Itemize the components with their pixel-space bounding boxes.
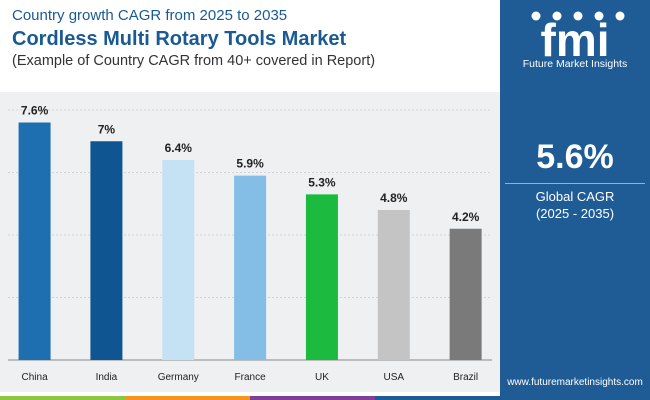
bar-chart: 7.6% China 7% India 6.4% Germany 5.9% France 5.3… bbox=[8, 104, 492, 383]
header: Country growth CAGR from 2025 to 2035 Co… bbox=[12, 6, 375, 71]
bar-india bbox=[90, 141, 123, 360]
data-label: 4.8% bbox=[380, 191, 408, 205]
bar-usa bbox=[377, 210, 410, 360]
footer-segment bbox=[0, 396, 125, 400]
data-label: 4.2% bbox=[452, 210, 480, 224]
footer-segment bbox=[250, 396, 375, 400]
data-label: 5.3% bbox=[308, 175, 336, 189]
chart-title: Cordless Multi Rotary Tools Market bbox=[12, 28, 347, 50]
data-label: 7.6% bbox=[21, 104, 49, 118]
x-tick-label: India bbox=[96, 372, 118, 383]
divider bbox=[505, 183, 645, 184]
fmi-logo: fmi bbox=[531, 11, 625, 66]
website-link[interactable]: www.futuremarketinsights.com bbox=[507, 377, 643, 388]
bar-brazil bbox=[449, 228, 482, 360]
bar-uk bbox=[305, 194, 338, 360]
x-tick-label: USA bbox=[384, 372, 405, 383]
x-tick-label: UK bbox=[315, 372, 329, 383]
x-tick-label: Germany bbox=[158, 372, 199, 383]
logo-caption: Future Market Insights bbox=[522, 58, 628, 70]
global-cagr-period: (2025 - 2035) bbox=[535, 206, 615, 221]
chart-area: 7.6% China 7% India 6.4% Germany 5.9% France 5.3… bbox=[0, 92, 500, 392]
bar-germany bbox=[162, 160, 195, 360]
x-tick-label: China bbox=[22, 372, 49, 383]
footer-segment bbox=[125, 396, 250, 400]
global-cagr-value: 5.6% bbox=[536, 138, 614, 176]
logo-text: fmi bbox=[541, 14, 610, 66]
data-label: 7% bbox=[98, 122, 116, 136]
bar-france bbox=[234, 175, 267, 360]
footer-segment bbox=[375, 396, 500, 400]
chart-subtitle: Country growth CAGR from 2025 to 2035 bbox=[12, 7, 288, 24]
summary-panel bbox=[500, 0, 650, 400]
example-note: (Example of Country CAGR from 40+ covere… bbox=[12, 53, 376, 69]
x-tick-label: France bbox=[235, 372, 267, 383]
global-cagr-label: Global CAGR bbox=[535, 189, 615, 204]
bar-china bbox=[18, 122, 51, 360]
data-label: 6.4% bbox=[165, 141, 193, 155]
footer-color-bar bbox=[0, 396, 500, 400]
x-tick-label: Brazil bbox=[453, 372, 478, 383]
data-label: 5.9% bbox=[236, 157, 264, 171]
